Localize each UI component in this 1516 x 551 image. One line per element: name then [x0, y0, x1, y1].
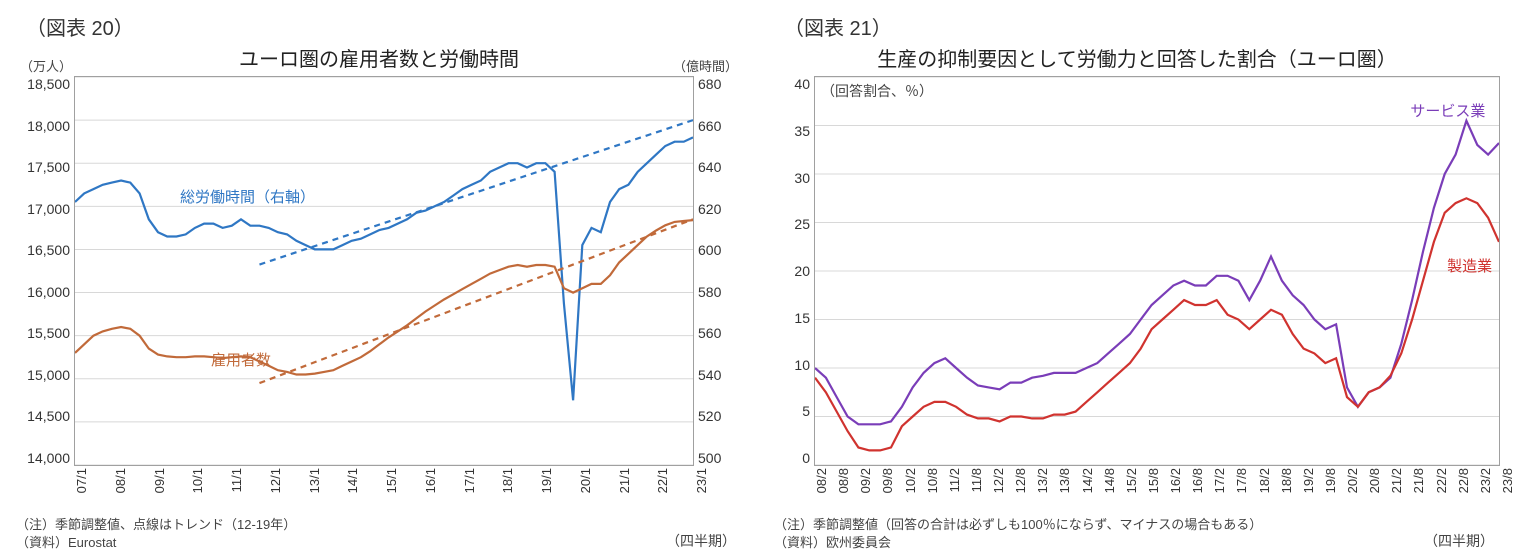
figure-20-plot-area: 総労働時間（右軸） 雇用者数: [74, 76, 694, 466]
figure-21-y-unit: （回答割合、％）: [821, 81, 933, 101]
figure-21-plot-area: （回答割合、％） サービス業 製造業: [814, 76, 1500, 466]
figure-20: （図表 20） ユーロ圏の雇用者数と労働時間 （万人） （億時間） 18,500…: [0, 0, 758, 550]
figure-20-y-left-unit: （万人）: [20, 56, 72, 75]
figure-21-title: 生産の抑制要因として労働力と回答した割合（ユーロ圏）: [774, 43, 1500, 72]
figure-20-y-left-axis: 18,50018,00017,50017,00016,50016,00015,5…: [16, 76, 74, 466]
figure-20-x-axis: 07/108/109/110/111/112/113/114/115/116/1…: [74, 466, 694, 512]
employment-series-label: 雇用者数: [211, 349, 271, 370]
figure-20-label: （図表 20）: [26, 12, 742, 41]
figure-21-y-axis: 4035302520151050: [774, 76, 814, 466]
figure-21-note1: （注）季節調整値（回答の合計は必ずしも100％にならず、マイナスの場合もある）: [774, 516, 1500, 534]
figure-20-plot: 18,50018,00017,50017,00016,50016,00015,5…: [16, 76, 742, 466]
figure-20-x-unit: （四半期）: [666, 532, 736, 551]
hours-series-label: 総労働時間（右軸）: [180, 186, 315, 207]
figure-20-y-right-unit: （億時間）: [673, 56, 738, 75]
services-series-label: サービス業: [1410, 100, 1485, 121]
figure-20-title: ユーロ圏の雇用者数と労働時間: [16, 43, 742, 72]
manufacturing-series-label: 製造業: [1447, 255, 1492, 276]
figure-20-footnotes: （注）季節調整値、点線はトレンド（12-19年） （資料）Eurostat （四…: [16, 516, 742, 551]
figure-21-label: （図表 21）: [784, 12, 1500, 41]
figure-20-y-right-axis: 680660640620600580560540520500: [694, 76, 742, 466]
figure-21-note2: （資料）欧州委員会: [774, 534, 1500, 551]
figure-21: （図表 21） 生産の抑制要因として労働力と回答した割合（ユーロ圏） 40353…: [758, 0, 1516, 550]
figure-21-x-unit: （四半期）: [1424, 532, 1494, 551]
figure-20-note1: （注）季節調整値、点線はトレンド（12-19年）: [16, 516, 742, 534]
figure-21-x-axis: 08/208/809/209/810/210/811/211/812/212/8…: [814, 466, 1500, 512]
figure-20-note2: （資料）Eurostat: [16, 534, 742, 551]
figure-21-footnotes: （注）季節調整値（回答の合計は必ずしも100％にならず、マイナスの場合もある） …: [774, 516, 1500, 551]
figure-21-plot: 4035302520151050 （回答割合、％） サービス業 製造業: [774, 76, 1500, 466]
